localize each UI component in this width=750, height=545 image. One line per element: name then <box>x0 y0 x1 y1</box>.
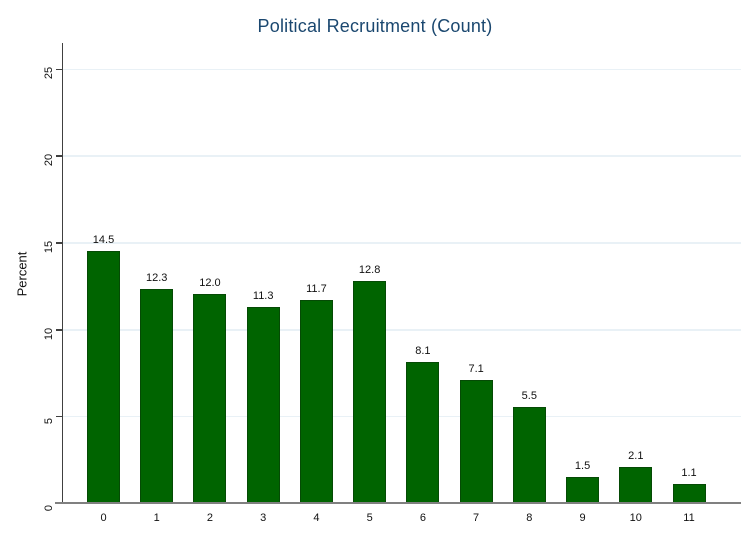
y-axis-tick-label-text: 10 <box>43 327 55 340</box>
bar <box>246 306 280 503</box>
bar-value-label: 8.1 <box>415 345 431 358</box>
bar-value-label: 12.8 <box>358 263 381 276</box>
x-axis-tick-label: 2 <box>206 512 214 524</box>
bar <box>512 407 546 503</box>
bar-value-label: 7.1 <box>468 362 484 375</box>
chart-title: Political Recruitment (Count) <box>257 16 493 36</box>
y-gridline <box>63 242 741 244</box>
x-axis-tick-label: 3 <box>260 512 267 524</box>
y-axis-line <box>62 43 64 504</box>
y-gridline <box>63 155 741 157</box>
bar-value-label: 11.3 <box>252 289 274 302</box>
y-gridline <box>63 329 741 331</box>
bar <box>406 362 440 503</box>
y-axis-tick <box>56 242 62 244</box>
bar-value-label: 2.1 <box>628 449 644 462</box>
bar-value-label: 12.0 <box>199 277 221 290</box>
bar <box>619 466 653 503</box>
x-axis-tick-label: 5 <box>366 512 373 524</box>
x-axis-tick-label: 7 <box>473 512 480 524</box>
y-axis-tick-label-text: 15 <box>43 240 55 253</box>
x-axis-tick-label: 6 <box>419 512 426 524</box>
y-axis-tick-label-text: 25 <box>43 66 55 80</box>
bar-value-label: 1.5 <box>574 459 591 472</box>
y-axis-tick <box>56 68 62 70</box>
x-axis-tick-label: 1 <box>153 512 160 524</box>
y-axis-tick-label-text: 20 <box>43 153 55 167</box>
y-axis-tick <box>56 155 62 157</box>
bar <box>87 250 120 503</box>
x-axis-tick-label: 8 <box>526 512 533 524</box>
y-axis-tick <box>56 329 62 331</box>
bar-value-label: 12.3 <box>146 272 168 285</box>
bar <box>193 294 227 503</box>
bar-value-label: 1.1 <box>681 466 697 479</box>
x-axis-tick-label: 11 <box>683 512 695 524</box>
y-gridline <box>63 416 741 418</box>
x-axis-tick-label: 10 <box>629 512 642 524</box>
x-axis-tick-label: 0 <box>100 512 107 524</box>
x-axis-tick-label: 9 <box>579 512 586 524</box>
bar <box>459 379 493 503</box>
y-axis-tick-label-text: 0 <box>43 504 55 511</box>
bar <box>299 299 333 503</box>
y-axis-title-text: Percent <box>14 251 30 297</box>
bar <box>140 289 174 503</box>
y-axis-tick <box>56 416 62 418</box>
y-axis-tick-label-text: 5 <box>43 417 55 424</box>
x-axis-line <box>55 502 741 504</box>
bar-value-label: 5.5 <box>521 390 537 403</box>
bar <box>566 476 600 503</box>
bar-value-label: 11.7 <box>306 282 327 295</box>
bar <box>353 280 387 503</box>
bar <box>672 483 706 503</box>
bar-value-label: 14.5 <box>92 233 115 246</box>
y-gridline <box>63 68 741 70</box>
x-axis-tick-label: 4 <box>313 512 320 524</box>
